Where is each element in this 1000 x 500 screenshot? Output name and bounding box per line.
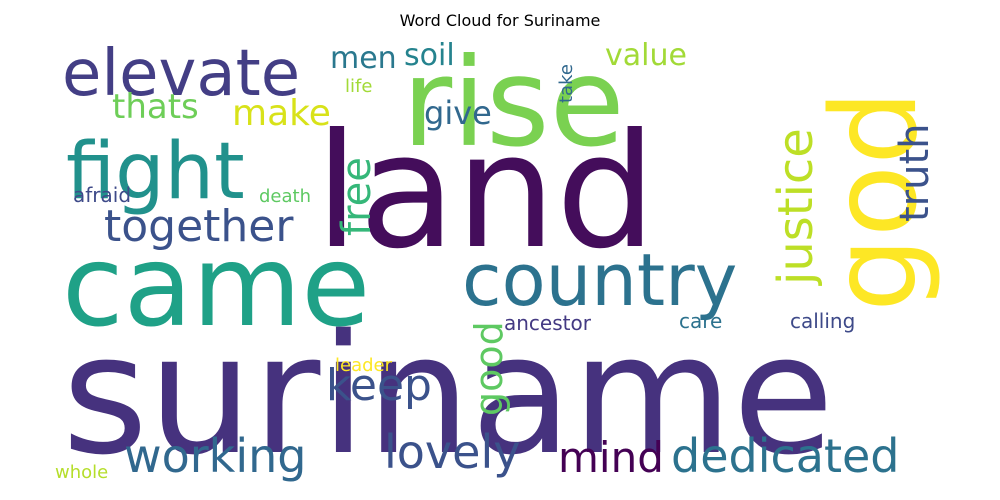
word-death: death bbox=[259, 186, 311, 207]
word-care: care bbox=[679, 309, 722, 333]
word-whole: whole bbox=[55, 462, 108, 483]
word-came: came bbox=[62, 222, 370, 352]
word-thats: thats bbox=[112, 87, 199, 127]
word-value: value bbox=[605, 38, 687, 73]
word-dedicated: dedicated bbox=[671, 429, 900, 483]
word-good: good bbox=[467, 321, 511, 416]
word-suriname: suriname bbox=[62, 299, 834, 491]
word-soil: soil bbox=[404, 38, 455, 73]
word-calling: calling bbox=[790, 309, 855, 333]
word-free: free bbox=[334, 157, 380, 236]
word-rise: rise bbox=[402, 32, 625, 174]
word-ancestor: ancestor bbox=[504, 311, 592, 335]
word-make: make bbox=[232, 93, 331, 134]
word-keep: keep bbox=[326, 360, 432, 411]
word-lovely: lovely bbox=[384, 425, 520, 479]
word-truth: truth bbox=[892, 123, 938, 222]
chart-title: Word Cloud for Suriname bbox=[399, 11, 601, 30]
word-land: land bbox=[315, 100, 656, 284]
word-mind: mind bbox=[558, 433, 664, 482]
word-men: men bbox=[330, 41, 397, 76]
word-working: working bbox=[124, 429, 306, 483]
word-leader: leader bbox=[335, 355, 393, 376]
word-afraid: afraid bbox=[73, 183, 131, 207]
word-elevate: elevate bbox=[62, 37, 300, 111]
word-justice: justice bbox=[768, 128, 824, 286]
word-take: take bbox=[556, 64, 577, 103]
word-life: life bbox=[345, 76, 372, 97]
word-country: country bbox=[462, 238, 737, 322]
word-god: god bbox=[805, 90, 943, 312]
word-fight: fight bbox=[66, 127, 245, 217]
word-give: give bbox=[424, 94, 492, 132]
word-together: together bbox=[104, 201, 294, 252]
